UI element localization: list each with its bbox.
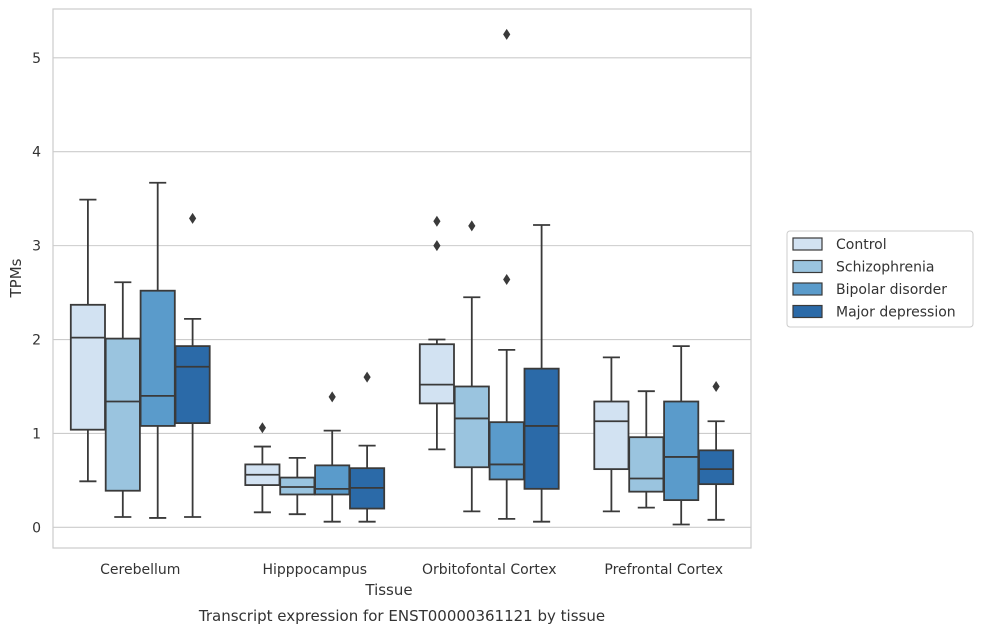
box-series — [69, 28, 735, 526]
outlier-point — [712, 380, 720, 392]
y-tick-label: 0 — [32, 520, 41, 536]
series-schizophrenia — [104, 220, 665, 518]
box-iqr — [104, 337, 141, 492]
box-group — [418, 215, 455, 451]
box-iqr — [279, 476, 316, 496]
legend-swatch — [792, 259, 823, 274]
outlier-point — [258, 422, 266, 434]
legend-swatch — [792, 304, 823, 319]
box-iqr — [314, 464, 351, 496]
box-group — [279, 456, 316, 516]
series-major-depression — [174, 212, 735, 523]
x-tick-label: Hipppocampus — [262, 562, 367, 578]
legend-swatch — [792, 282, 823, 296]
box-group — [663, 345, 700, 526]
box-group — [139, 181, 176, 519]
outlier-point — [503, 273, 511, 285]
box-iqr — [174, 345, 211, 425]
x-tick-label: Orbitofontal Cortex — [422, 562, 557, 578]
box-iqr — [69, 303, 106, 431]
legend-frame — [786, 230, 974, 328]
box-iqr — [593, 400, 630, 471]
box-group — [488, 28, 525, 520]
box-group — [453, 220, 490, 513]
box-iqr — [523, 367, 560, 490]
legend: Control Schizophrenia Bipolar disorder Majo… — [786, 230, 974, 328]
box-group — [69, 198, 106, 483]
series-control — [69, 198, 630, 514]
outlier-point — [433, 240, 441, 252]
y-tick-label: 5 — [32, 51, 41, 67]
x-axis-ticks: Cerebellum Hipppocampus Orbitofontal Corte… — [100, 562, 723, 578]
box-group — [593, 356, 630, 513]
box-group — [349, 371, 386, 523]
box-group — [698, 380, 735, 521]
box-iqr — [418, 343, 455, 405]
series-bipolar-disorder — [139, 28, 700, 526]
y-axis-label: TPMs — [7, 258, 25, 298]
box-group — [314, 391, 351, 523]
box-group — [104, 281, 141, 518]
outlier-point — [503, 28, 511, 40]
box-group — [523, 224, 560, 523]
box-iqr — [488, 421, 525, 481]
y-tick-label: 4 — [32, 145, 41, 161]
box-iqr — [698, 449, 735, 486]
y-tick-label: 2 — [32, 333, 41, 349]
outlier-point — [468, 220, 476, 232]
outlier-point — [433, 215, 441, 227]
box-group — [244, 422, 281, 514]
legend-label: Schizophrenia — [836, 260, 934, 276]
box-iqr — [628, 436, 665, 493]
legend-label: Bipolar disorder — [836, 282, 947, 298]
box-iqr — [139, 289, 176, 427]
box-group — [628, 390, 665, 509]
box-group — [174, 212, 211, 518]
outlier-point — [363, 371, 371, 383]
plot-area-frame — [52, 8, 752, 549]
chart-caption: Transcript expression for ENST0000036112… — [198, 607, 605, 625]
legend-label: Control — [836, 237, 887, 253]
box-iqr — [453, 385, 490, 469]
outlier-point — [189, 212, 197, 224]
legend-label: Major depression — [836, 305, 956, 321]
y-tick-label: 3 — [32, 239, 41, 255]
legend-swatch — [792, 237, 823, 251]
y-tick-label: 1 — [32, 426, 41, 442]
x-tick-label: Prefrontal Cortex — [604, 562, 723, 578]
x-tick-label: Cerebellum — [100, 562, 180, 578]
y-axis-ticks: 0 1 2 3 4 5 — [32, 51, 41, 537]
outlier-point — [328, 391, 336, 403]
box-iqr — [663, 400, 700, 502]
x-axis-label: Tissue — [364, 581, 412, 599]
